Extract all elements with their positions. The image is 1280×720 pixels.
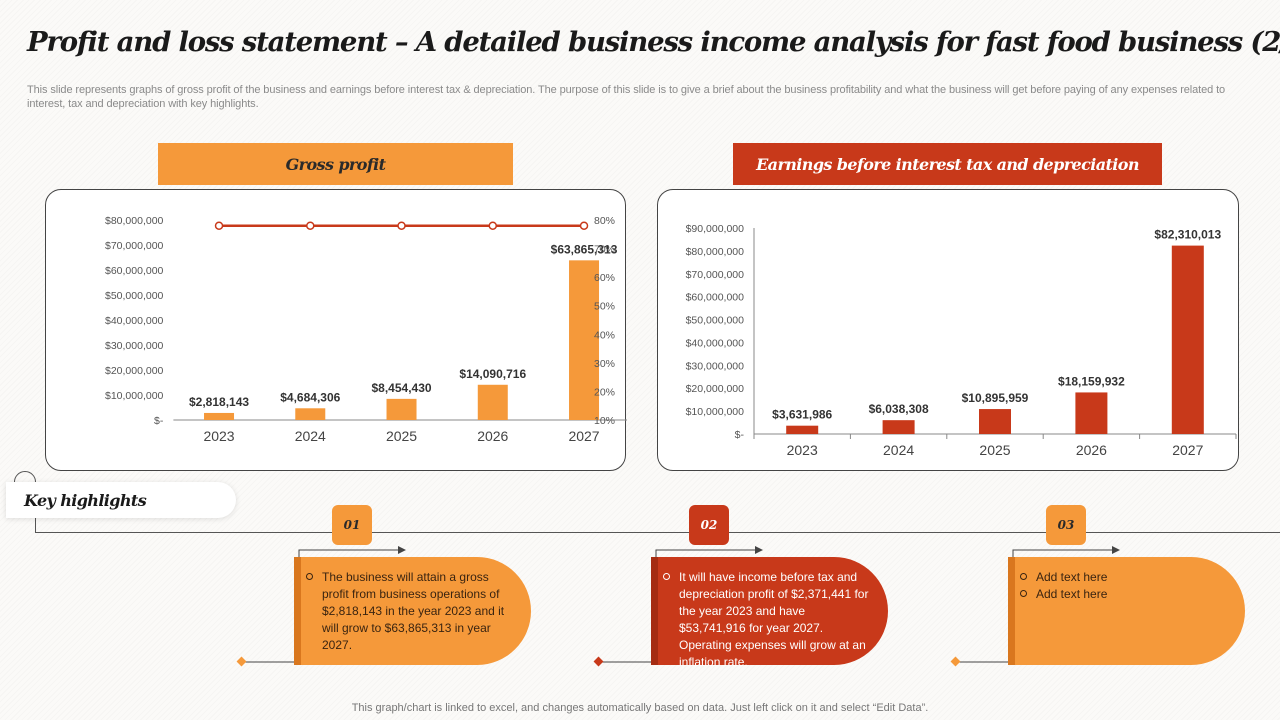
highlight-card-03: Add text here Add text here (1008, 557, 1245, 665)
y2-tick-label: 40% (594, 329, 615, 341)
data-label: $2,818,143 (189, 395, 249, 409)
timeline-line (35, 532, 1280, 533)
bar (1075, 392, 1108, 434)
bar (1171, 245, 1204, 434)
y2-tick-label: 50% (594, 301, 615, 313)
y-tick-label: $50,000,000 (686, 315, 745, 327)
y-tick-label: $20,000,000 (686, 383, 745, 395)
highlight-bullet: It will have income before tax and depre… (663, 569, 874, 671)
data-label: $8,454,430 (371, 381, 431, 395)
bar (786, 425, 819, 434)
bar (386, 398, 417, 420)
y-tick-label: $- (735, 429, 745, 441)
page-subtitle: This slide represents graphs of gross pr… (27, 84, 1226, 110)
x-tick-label: 2026 (1076, 442, 1107, 458)
highlight-bullet: Add text here (1020, 586, 1231, 603)
y2-tick-label: 60% (594, 272, 615, 284)
y-tick-label: $40,000,000 (105, 315, 164, 327)
line-point (214, 221, 224, 230)
y2-tick-label: 30% (594, 358, 615, 370)
x-tick-label: 2023 (787, 442, 818, 458)
card-edge-03 (1008, 557, 1015, 665)
y2-tick-label: 20% (594, 386, 615, 398)
x-tick-label: 2025 (979, 442, 1010, 458)
y-tick-label: $10,000,000 (686, 406, 745, 418)
y-tick-label: $30,000,000 (686, 360, 745, 372)
y2-tick-label: 10% (594, 415, 615, 427)
key-highlights-label: Key highlights (6, 482, 236, 518)
x-tick-label: 2025 (386, 428, 417, 444)
y2-tick-label: 70% (594, 244, 615, 256)
y-tick-label: $20,000,000 (105, 365, 164, 377)
y-tick-label: $90,000,000 (686, 223, 745, 235)
data-label: $82,310,013 (1154, 228, 1221, 242)
card-edge-01 (294, 557, 301, 665)
step-badge-01: 01 (332, 505, 372, 545)
y-tick-label: $60,000,000 (686, 292, 745, 304)
bar (204, 412, 235, 420)
page-title: Profit and loss statement – A detailed b… (27, 26, 1280, 58)
line-point (397, 221, 406, 230)
y-tick-label: $80,000,000 (686, 246, 745, 258)
bar (569, 260, 600, 420)
y-tick-label: $80,000,000 (105, 215, 164, 227)
data-label: $14,090,716 (459, 367, 526, 381)
data-label: $18,159,932 (1058, 374, 1125, 388)
x-tick-label: 2024 (883, 442, 914, 458)
line-point (488, 221, 498, 230)
x-tick-label: 2023 (203, 428, 234, 444)
y-tick-label: $60,000,000 (105, 265, 164, 277)
x-tick-label: 2027 (568, 428, 599, 444)
y2-tick-label: 80% (594, 215, 615, 227)
x-tick-label: 2027 (1172, 442, 1203, 458)
y-tick-label: $50,000,000 (105, 290, 164, 302)
highlight-bullet: The business will attain a gross profit … (306, 569, 517, 654)
x-tick-label: 2026 (477, 428, 508, 444)
ebitd-header: Earnings before interest tax and depreci… (733, 143, 1162, 185)
bar (979, 409, 1011, 434)
y-tick-label: $30,000,000 (105, 340, 164, 352)
card-edge-02 (651, 557, 658, 665)
y-tick-label: $10,000,000 (105, 390, 164, 402)
x-tick-label: 2024 (295, 428, 326, 444)
y-tick-label: $70,000,000 (105, 240, 164, 252)
data-label: $6,038,308 (869, 402, 929, 416)
line-point (306, 221, 315, 230)
highlight-card-02: It will have income before tax and depre… (651, 557, 888, 669)
data-label: $3,631,986 (772, 408, 832, 422)
y-tick-label: $40,000,000 (686, 337, 745, 349)
ebitd-chart-svg: $- $10,000,000 $20,000,000 $30,000,000 $40,0… (686, 223, 1237, 458)
gross-profit-chart[interactable]: $- $10,000,000 $20,000,000 $30,000,000 $40,0… (45, 189, 627, 471)
data-label: $4,684,306 (280, 390, 340, 404)
bar (477, 384, 508, 420)
data-label: $63,865,313 (551, 242, 618, 256)
highlight-bullet: Add text here (1020, 569, 1231, 586)
step-badge-02: 02 (689, 505, 729, 545)
data-label: $10,895,959 (962, 391, 1029, 405)
ebitd-chart[interactable]: $- $10,000,000 $20,000,000 $30,000,000 $40,0… (657, 189, 1239, 471)
bar (295, 408, 326, 420)
gross-profit-chart-svg: $- $10,000,000 $20,000,000 $30,000,000 $40,0… (105, 215, 627, 444)
line-point (579, 221, 589, 230)
bar (882, 420, 915, 434)
gross-profit-header: Gross profit (158, 143, 513, 185)
footer-note: This graph/chart is linked to excel, and… (351, 702, 929, 714)
step-badge-03: 03 (1046, 505, 1086, 545)
y-tick-label: $70,000,000 (686, 269, 745, 281)
highlight-card-01: The business will attain a gross profit … (294, 557, 531, 665)
y-tick-label: $- (154, 415, 164, 427)
